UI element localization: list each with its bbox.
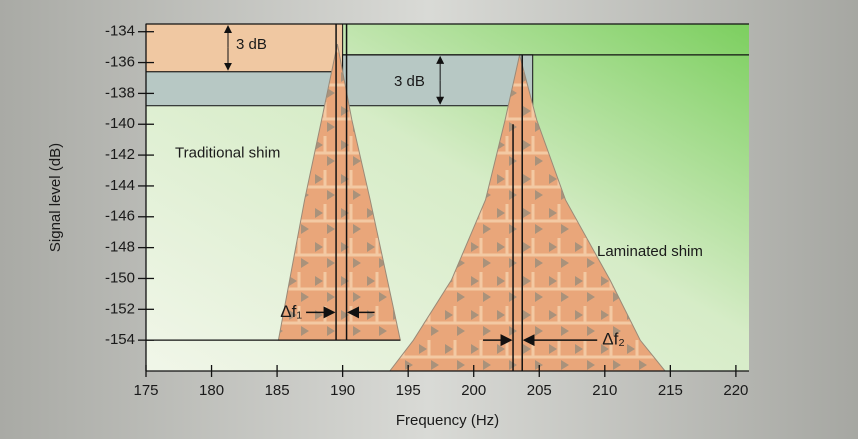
series-label: Traditional shim bbox=[175, 145, 280, 162]
level-band bbox=[146, 72, 343, 106]
y-tick-label: -136 bbox=[105, 54, 135, 71]
y-tick-label: -150 bbox=[105, 269, 135, 286]
x-tick-label: 185 bbox=[265, 382, 290, 399]
y-tick-label: -148 bbox=[105, 239, 135, 256]
x-axis-label: Frequency (Hz) bbox=[396, 412, 499, 429]
y-tick-label: -152 bbox=[105, 300, 135, 317]
annotation: 3 dB bbox=[394, 73, 425, 90]
y-tick-label: -140 bbox=[105, 115, 135, 132]
x-tick-label: 180 bbox=[199, 382, 224, 399]
x-tick-label: 205 bbox=[527, 382, 552, 399]
bandwidth-label: Δf₂ bbox=[602, 330, 625, 349]
y-tick-label: -142 bbox=[105, 146, 135, 163]
level-band bbox=[343, 55, 533, 106]
y-tick-label: -138 bbox=[105, 84, 135, 101]
x-tick-label: 195 bbox=[396, 382, 421, 399]
x-tick-label: 190 bbox=[330, 382, 355, 399]
x-tick-label: 200 bbox=[461, 382, 486, 399]
x-tick-label: 210 bbox=[592, 382, 617, 399]
bandwidth-label: Δf₁ bbox=[280, 302, 302, 321]
y-tick-label: -134 bbox=[105, 23, 135, 40]
y-tick-label: -146 bbox=[105, 208, 135, 225]
annotation: 3 dB bbox=[236, 36, 267, 53]
chart: Frequency (Hz) Signal level (dB) Δf₁ Δf₂ T… bbox=[0, 0, 858, 439]
x-tick-label: 220 bbox=[723, 382, 748, 399]
x-tick-label: 175 bbox=[133, 382, 158, 399]
x-tick-label: 215 bbox=[658, 382, 683, 399]
y-axis-label: Signal level (dB) bbox=[47, 143, 64, 252]
y-tick-label: -154 bbox=[105, 331, 135, 348]
series-label: Laminated shim bbox=[597, 243, 703, 260]
y-tick-label: -144 bbox=[105, 177, 135, 194]
